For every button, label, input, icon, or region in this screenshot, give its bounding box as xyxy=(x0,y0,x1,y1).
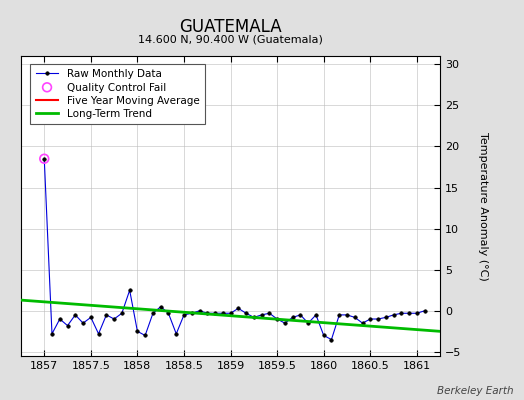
Raw Monthly Data xyxy=(406,311,412,316)
Raw Monthly Data xyxy=(119,311,125,316)
Raw Monthly Data xyxy=(282,321,288,326)
Text: 14.600 N, 90.400 W (Guatemala): 14.600 N, 90.400 W (Guatemala) xyxy=(138,34,323,44)
Raw Monthly Data xyxy=(111,317,117,322)
Raw Monthly Data xyxy=(390,312,397,317)
Raw Monthly Data xyxy=(352,315,358,320)
Raw Monthly Data xyxy=(158,304,164,309)
Raw Monthly Data xyxy=(189,311,195,316)
Line: Raw Monthly Data: Raw Monthly Data xyxy=(42,157,427,341)
Raw Monthly Data xyxy=(297,312,303,317)
Raw Monthly Data xyxy=(88,315,94,320)
Raw Monthly Data xyxy=(165,311,171,316)
Raw Monthly Data xyxy=(80,321,86,326)
Raw Monthly Data xyxy=(64,323,71,328)
Raw Monthly Data xyxy=(414,311,420,316)
Text: GUATEMALA: GUATEMALA xyxy=(179,18,282,36)
Raw Monthly Data xyxy=(383,315,389,320)
Raw Monthly Data xyxy=(49,332,55,336)
Raw Monthly Data xyxy=(305,321,311,326)
Raw Monthly Data xyxy=(421,308,428,313)
Raw Monthly Data xyxy=(367,317,374,322)
Raw Monthly Data xyxy=(181,312,187,317)
Raw Monthly Data xyxy=(212,311,218,316)
Raw Monthly Data xyxy=(266,311,272,316)
Raw Monthly Data xyxy=(398,311,405,316)
Raw Monthly Data xyxy=(103,312,110,317)
Raw Monthly Data xyxy=(173,332,179,336)
Raw Monthly Data xyxy=(196,308,203,313)
Raw Monthly Data xyxy=(250,315,257,320)
Raw Monthly Data xyxy=(150,311,156,316)
Raw Monthly Data xyxy=(359,321,366,326)
Raw Monthly Data xyxy=(274,317,280,322)
Legend: Raw Monthly Data, Quality Control Fail, Five Year Moving Average, Long-Term Tren: Raw Monthly Data, Quality Control Fail, … xyxy=(30,64,205,124)
Raw Monthly Data xyxy=(134,329,140,334)
Quality Control Fail xyxy=(40,156,48,162)
Raw Monthly Data xyxy=(220,311,226,316)
Raw Monthly Data xyxy=(313,312,319,317)
Raw Monthly Data xyxy=(336,312,342,317)
Raw Monthly Data xyxy=(321,333,327,338)
Raw Monthly Data xyxy=(329,337,335,342)
Raw Monthly Data xyxy=(344,312,350,317)
Raw Monthly Data xyxy=(243,311,249,316)
Raw Monthly Data xyxy=(204,311,211,316)
Raw Monthly Data xyxy=(235,306,242,311)
Raw Monthly Data xyxy=(57,317,63,322)
Raw Monthly Data xyxy=(126,288,133,293)
Raw Monthly Data xyxy=(142,333,148,338)
Raw Monthly Data xyxy=(41,156,47,161)
Text: Berkeley Earth: Berkeley Earth xyxy=(437,386,514,396)
Raw Monthly Data xyxy=(290,315,296,320)
Raw Monthly Data xyxy=(258,312,265,317)
Raw Monthly Data xyxy=(375,317,381,322)
Raw Monthly Data xyxy=(72,312,79,317)
Raw Monthly Data xyxy=(227,311,234,316)
Y-axis label: Temperature Anomaly (°C): Temperature Anomaly (°C) xyxy=(478,132,488,280)
Raw Monthly Data xyxy=(95,332,102,336)
